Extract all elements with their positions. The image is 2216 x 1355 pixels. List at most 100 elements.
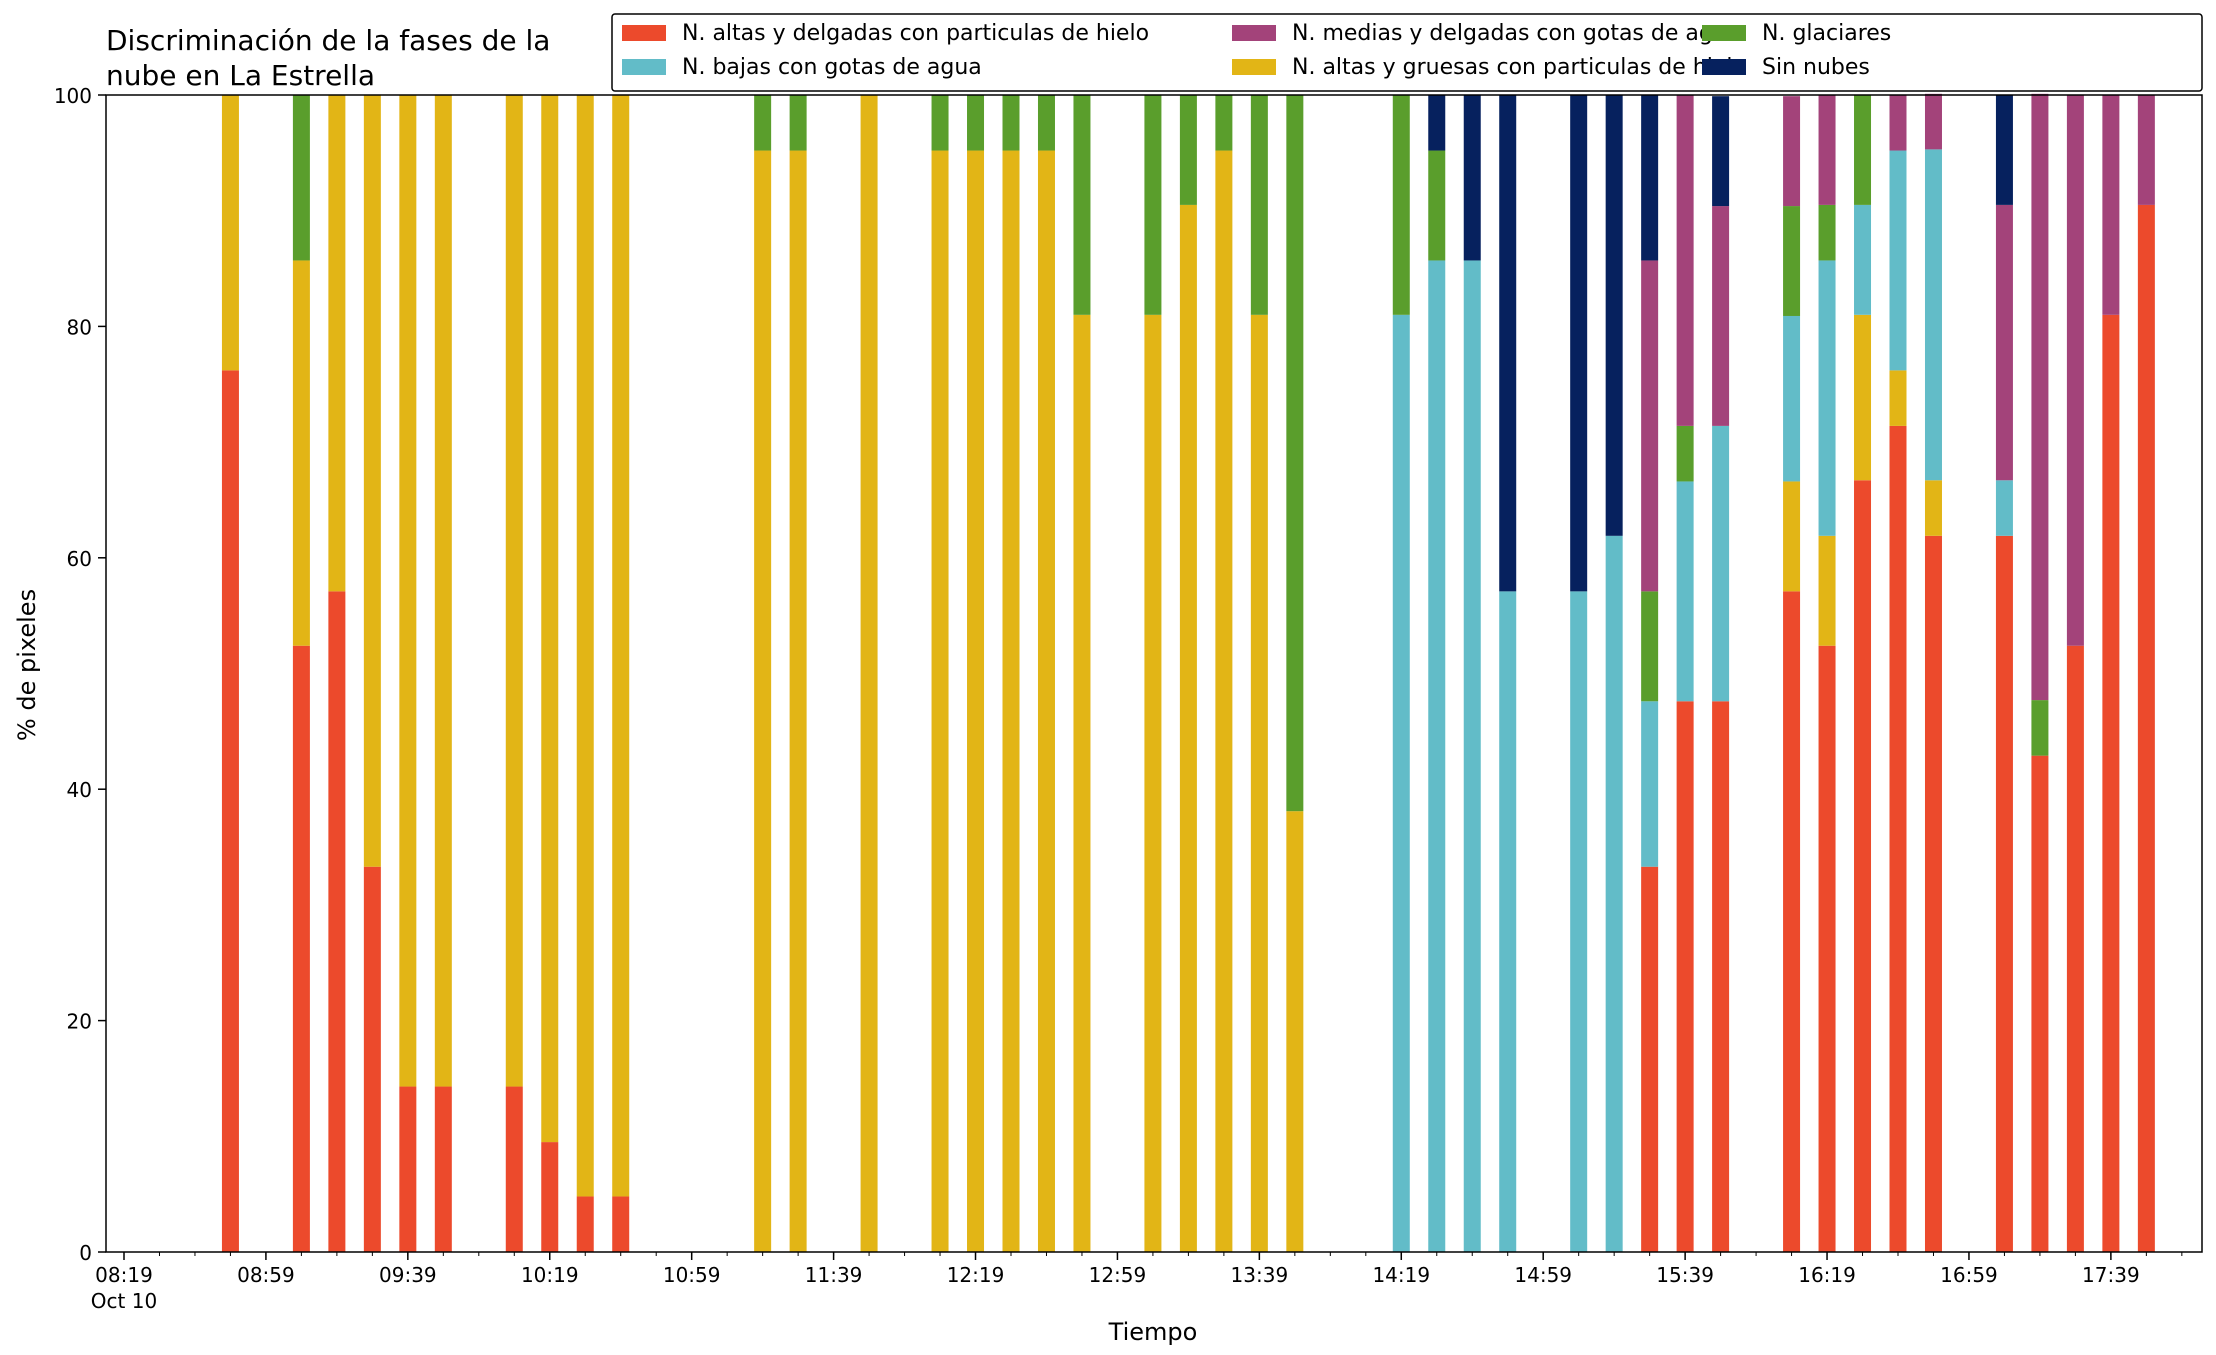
bar-segment [789, 150, 807, 1252]
bar-segment [1037, 150, 1055, 1252]
x-tick-label: 08:19 [95, 1263, 153, 1287]
bar-segment [1392, 314, 1410, 1253]
bar-stack [1215, 95, 1233, 1252]
bar-segment [1215, 150, 1233, 1252]
bar-segment [1783, 206, 1801, 316]
bar-segment [1641, 591, 1659, 702]
bar-segment [1250, 95, 1268, 315]
bar-segment [1002, 150, 1020, 1252]
bar-stack [1924, 93, 1942, 1252]
bar-segment [789, 95, 807, 151]
x-tick-label: 12:19 [947, 1263, 1005, 1287]
bar-segment [931, 150, 949, 1252]
bar-segment [1924, 93, 1942, 150]
y-axis-label: % de pixeles [13, 589, 41, 741]
bar-segment [1818, 535, 1836, 646]
y-tick-label: 100 [54, 84, 92, 108]
legend-label: N. altas y gruesas con particulas de hie… [1292, 55, 1746, 80]
bar-segment [328, 95, 346, 592]
bar-stack [1392, 95, 1410, 1253]
bar-stack [292, 95, 310, 1252]
x-tick-label: 15:39 [1656, 1263, 1714, 1287]
bar-segment [328, 591, 346, 1252]
bar-segment [1783, 591, 1801, 1252]
bar-stack [541, 95, 559, 1252]
legend-item: N. bajas con gotas de agua [622, 55, 982, 80]
x-tick-label: 11:39 [805, 1263, 863, 1287]
bar-segment [505, 95, 523, 1087]
bar-stack [505, 95, 523, 1252]
bar-stack [1570, 95, 1588, 1252]
bar-segment [399, 1086, 417, 1252]
bar-segment [2066, 645, 2084, 1252]
bar-segment [1002, 95, 1020, 151]
x-tick-label: 14:19 [1372, 1263, 1430, 1287]
bar-segment [1463, 95, 1481, 261]
bar-stack [1037, 95, 1055, 1252]
bar-segment [1889, 370, 1907, 426]
bar-stack [1002, 95, 1020, 1252]
legend-item: N. altas y gruesas con particulas de hie… [1232, 55, 1746, 80]
bar-stack [860, 95, 878, 1252]
bar-segment [1144, 95, 1162, 315]
bar-segment [1250, 314, 1268, 1253]
bar-segment [363, 866, 381, 1252]
x-tick-label: 13:39 [1231, 1263, 1289, 1287]
bar-segment [754, 95, 772, 151]
bar-segment [1889, 150, 1907, 371]
bar-segment [1641, 260, 1659, 592]
bar-segment [1286, 95, 1304, 812]
bar-segment [931, 95, 949, 151]
bar-segment [576, 95, 594, 1197]
bar-stack [221, 95, 239, 1252]
bar-stack [1676, 95, 1694, 1252]
bar-segment [2137, 95, 2155, 205]
bar-segment [1073, 95, 1091, 315]
bar-segment [576, 1196, 594, 1252]
x-tick-label: 17:39 [2082, 1263, 2140, 1287]
bar-series [221, 93, 2155, 1253]
bar-segment [612, 95, 630, 1197]
legend-swatch [1702, 25, 1746, 41]
bar-stack [576, 95, 594, 1252]
bar-segment [1854, 204, 1872, 315]
bar-segment [292, 260, 310, 646]
bar-segment [1818, 645, 1836, 1252]
bar-segment [1783, 481, 1801, 592]
bar-segment [1889, 95, 1907, 151]
legend-swatch [1232, 59, 1276, 75]
bar-segment [1144, 314, 1162, 1253]
bar-segment [2102, 314, 2120, 1253]
bar-segment [1818, 95, 1836, 205]
bar-segment [1605, 95, 1623, 536]
bar-segment [363, 95, 381, 867]
bar-segment [1889, 425, 1907, 1252]
bar-segment [1995, 204, 2013, 481]
x-tick-sublabel: Oct 10 [91, 1289, 157, 1313]
bar-segment [1712, 425, 1730, 702]
bar-stack [1073, 95, 1091, 1253]
bar-segment [1428, 260, 1446, 1252]
x-tick-label: 12:59 [1089, 1263, 1147, 1287]
bar-segment [434, 95, 452, 1087]
bar-segment [1924, 535, 1942, 1252]
bar-stack [789, 95, 807, 1252]
bar-stack [1250, 95, 1268, 1253]
bar-segment [2137, 204, 2155, 1252]
bar-stack [328, 95, 346, 1252]
bar-segment [1818, 204, 1836, 261]
legend-item: Sin nubes [1702, 55, 1870, 80]
legend-item: N. altas y delgadas con particulas de hi… [622, 21, 1149, 46]
bar-stack [1179, 95, 1197, 1252]
bar-segment [1641, 95, 1659, 261]
bar-stack [2031, 93, 2049, 1252]
bar-segment [1712, 701, 1730, 1252]
bar-stack [399, 95, 417, 1252]
y-tick-label: 20 [67, 1010, 92, 1034]
bar-segment [541, 95, 559, 1143]
bar-stack [363, 95, 381, 1252]
bar-stack [2102, 95, 2120, 1253]
legend-box [611, 13, 2203, 92]
